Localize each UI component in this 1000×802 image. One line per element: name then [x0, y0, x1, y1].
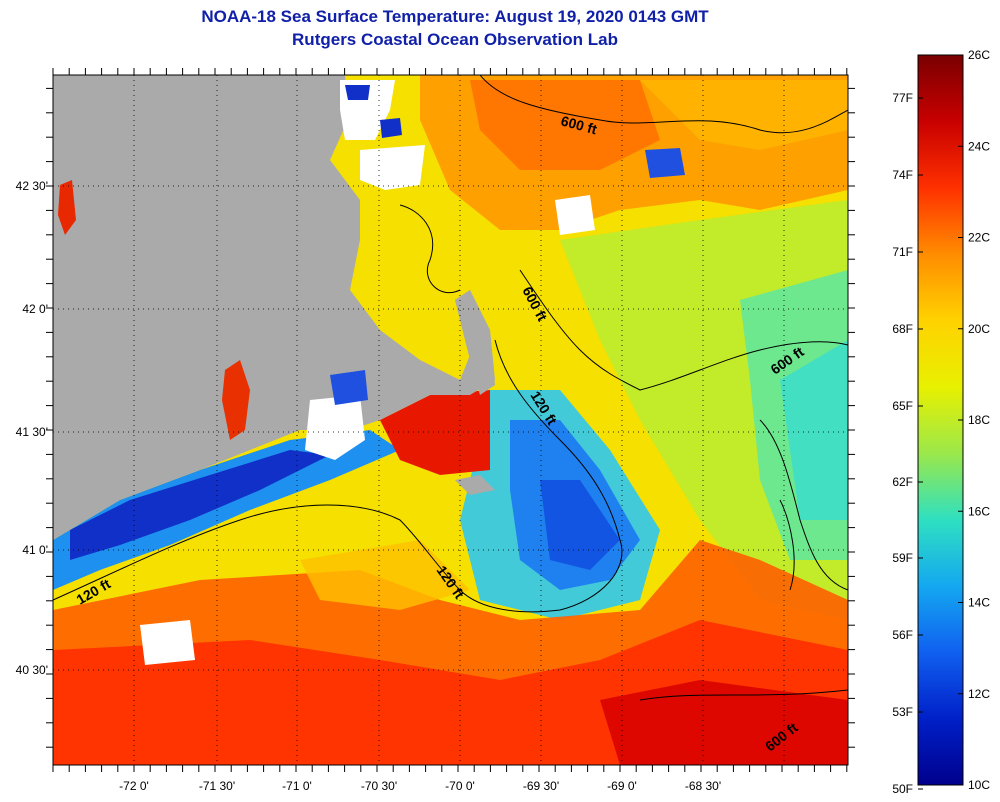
colorbar-celsius-label: 12C [968, 687, 990, 701]
cape-cod-hook [455, 290, 495, 395]
colorbar-celsius-label: 10C [968, 778, 990, 792]
axis-ticks [46, 68, 855, 772]
colorbar-fahrenheit-label: 56F [892, 628, 913, 642]
colorbar-celsius-label: 16C [968, 504, 990, 518]
narragansett-bay [222, 360, 250, 440]
cloud-patches [140, 80, 685, 665]
lon-label-69-30: -69 30' [523, 779, 559, 793]
warm-south-hot [600, 680, 848, 765]
colorbar-celsius-labels: 26C 24C 22C 20C 18C 16C 14C 12C 10C [958, 48, 990, 792]
lat-label-41-0: 41 0' [22, 543, 48, 557]
warm-sound-region [380, 390, 490, 475]
cold-coastal-band [53, 430, 400, 590]
lon-label-68-30: -68 30' [685, 779, 721, 793]
plot-frame [52, 74, 849, 766]
colorbar-fahrenheit-label: 59F [892, 551, 913, 565]
latitude-labels: 42 30' 42 0' 41 30' 41 0' 40 30' [16, 179, 48, 677]
lat-label-42-0: 42 0' [22, 302, 48, 316]
lon-label-71-30: -71 30' [199, 779, 235, 793]
colorbar-fahrenheit-label: 71F [892, 245, 913, 259]
colorbar-fahrenheit-label: 65F [892, 399, 913, 413]
lat-label-41-30: 41 30' [16, 425, 48, 439]
colorbar-fahrenheit-labels: 77F 74F 71F 68F 65F 62F 59F 56F 53F 50F [892, 91, 923, 796]
colorbar-fahrenheit-label: 77F [892, 91, 913, 105]
colorbar-celsius-label: 14C [968, 596, 990, 610]
colorbar-fahrenheit-label: 53F [892, 705, 913, 719]
colorbar-scale [917, 54, 964, 786]
long-island-sound-warm [58, 180, 76, 235]
cold-coastal-core [70, 450, 330, 560]
graticule [53, 75, 848, 765]
colorbar-celsius-label: 24C [968, 139, 990, 153]
longitude-labels: -72 0' -71 30' -71 0' -70 30' -70 0' -69… [119, 779, 721, 793]
lon-label-69-0: -69 0' [607, 779, 637, 793]
cold-pool-deep [540, 480, 620, 570]
colorbar-fahrenheit-label: 74F [892, 168, 913, 182]
lon-label-72-0: -72 0' [119, 779, 149, 793]
warm-orange-band [300, 540, 470, 610]
colorbar-fahrenheit-label: 68F [892, 322, 913, 336]
temperature-colorbar: 26C 24C 22C 20C 18C 16C 14C 12C 10C 77F 74F 71F 68F… [892, 48, 990, 796]
island-nantucket [455, 475, 495, 495]
lat-label-42-30: 42 30' [16, 179, 48, 193]
colorbar-fahrenheit-label: 62F [892, 475, 913, 489]
cool-water-cyan-core [780, 340, 848, 520]
map-title: NOAA-18 Sea Surface Temperature: August … [201, 7, 709, 26]
bathymetry-contours [53, 75, 848, 701]
sst-image [53, 75, 848, 765]
lon-label-70-0: -70 0' [445, 779, 475, 793]
warm-water-region-east [640, 80, 848, 150]
map-subtitle: Rutgers Coastal Ocean Observation Lab [292, 30, 618, 49]
lon-label-70-30: -70 30' [361, 779, 397, 793]
warm-water-core [470, 80, 660, 170]
colorbar-celsius-label: 26C [968, 48, 990, 62]
lon-label-71-0: -71 0' [282, 779, 312, 793]
colorbar-celsius-label: 22C [968, 231, 990, 245]
colorbar-fahrenheit-label: 50F [892, 782, 913, 796]
colorbar-celsius-label: 20C [968, 322, 990, 336]
land-mass [53, 75, 495, 540]
colorbar-celsius-label: 18C [968, 413, 990, 427]
lat-label-40-30: 40 30' [16, 663, 48, 677]
